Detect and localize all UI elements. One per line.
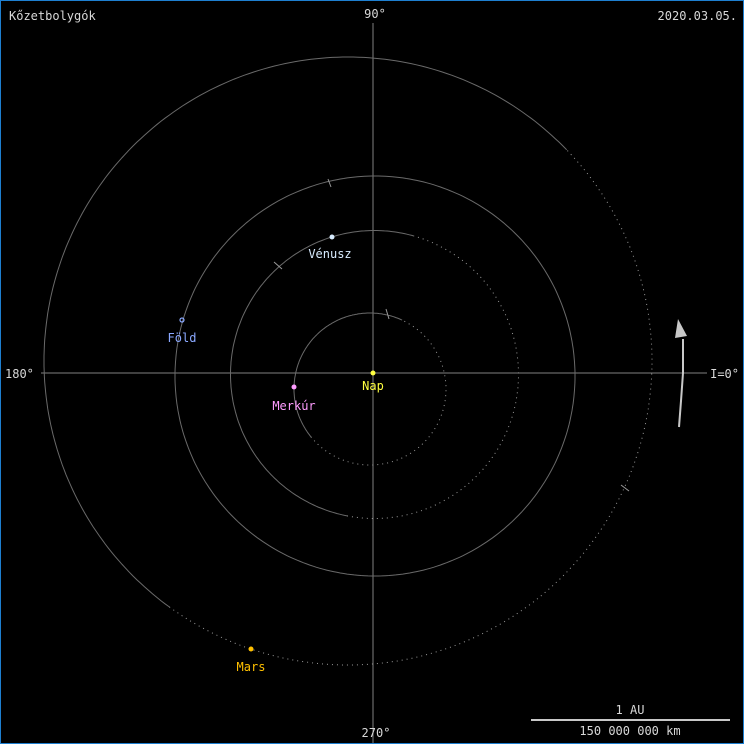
scale-bottom-label: 150 000 000 km [579, 724, 680, 738]
earth-label: Föld [168, 331, 197, 345]
venus-orbit-solid [230, 230, 415, 517]
orbit-ticks [273, 178, 630, 492]
axis-label-270: 270° [362, 726, 391, 740]
mercury-orbit-solid [293, 312, 403, 438]
mars-marker [248, 646, 254, 652]
tick-venus-1 [327, 178, 332, 188]
mercury-orbit-dotted [310, 319, 447, 466]
tick-mars [620, 484, 630, 492]
mercury-label: Merkúr [272, 399, 315, 413]
scale-bar: 1 AU 150 000 000 km [531, 703, 730, 738]
chart-title: Kőzetbolygók [9, 9, 96, 23]
axis-label-90: 90° [364, 7, 386, 21]
mars-label: Mars [237, 660, 266, 674]
axis-label-0: I=0° [710, 367, 739, 381]
direction-arrow-icon [675, 319, 687, 428]
tick-mercury [385, 308, 390, 320]
earth-orbit-solid [174, 175, 576, 577]
sun-marker [370, 370, 376, 376]
axis-label-180: 180° [5, 367, 34, 381]
date-label: 2020.03.05. [658, 9, 737, 23]
mars-orbit-dotted [169, 149, 653, 666]
mercury-marker [291, 384, 297, 390]
venus-marker [329, 234, 335, 240]
mars-orbit-solid [43, 56, 568, 608]
earth-marker [179, 317, 185, 323]
sun-label: Nap [362, 379, 384, 393]
tick-venus-2 [273, 261, 283, 270]
scale-top-label: 1 AU [616, 703, 645, 717]
venus-label: Vénusz [308, 247, 351, 261]
